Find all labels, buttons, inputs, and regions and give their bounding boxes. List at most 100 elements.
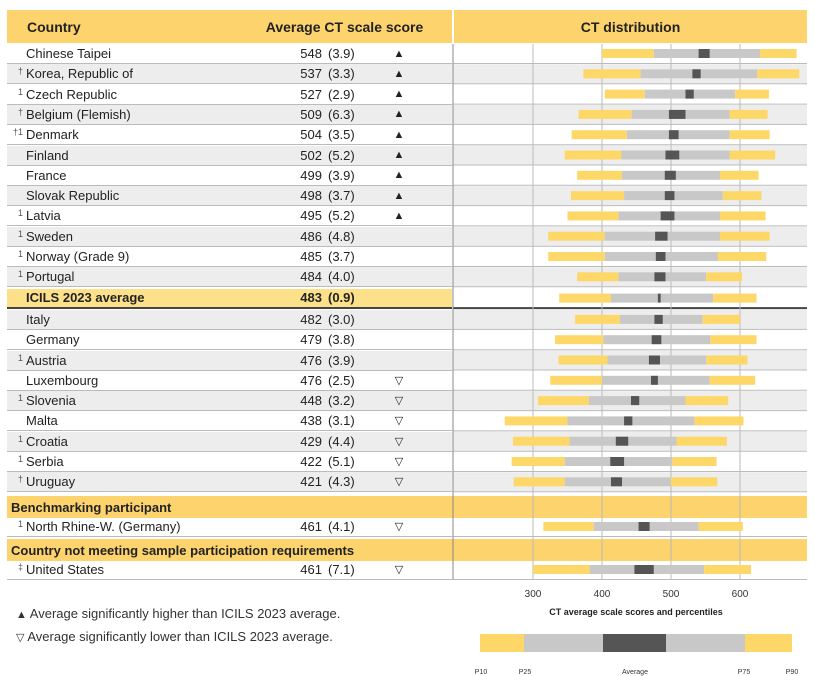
footnote-marker: 1 — [17, 249, 23, 259]
bar-p75-p90 — [757, 69, 800, 79]
country-name: Belgium (Flemish) — [26, 106, 131, 122]
bar-p75-p90 — [760, 49, 797, 58]
bar-confidence-interval — [638, 522, 650, 531]
table-row: 1 Latvia 495 (5.2) ▲ — [7, 206, 452, 227]
bar-p25-p75 — [610, 293, 714, 303]
legend-average — [603, 634, 666, 652]
bar-confidence-interval — [654, 314, 663, 324]
average-score: 479 — [300, 332, 322, 348]
bar-p10-p25 — [602, 49, 654, 58]
bar-p75-p90 — [709, 375, 756, 385]
average-score: 498 — [300, 188, 322, 204]
average-score: 509 — [300, 106, 322, 122]
percentile-legend-label: P90 — [786, 669, 799, 676]
down-triangle-icon: ▽ — [16, 632, 25, 644]
standard-error: (7.1) — [328, 562, 355, 577]
bar-p10-p25 — [511, 457, 565, 466]
country-name: United States — [26, 562, 105, 577]
standard-error: (3.8) — [328, 332, 355, 348]
bar-p75-p90 — [702, 314, 740, 324]
sig-higher-icon: ▲ — [393, 108, 405, 121]
standard-error: (4.1) — [328, 519, 355, 534]
standard-error: (4.4) — [328, 433, 355, 449]
country-name: Denmark — [26, 127, 79, 143]
table-row: 1 North Rhine-W. (Germany) 461 (4.1) ▽ — [7, 517, 452, 537]
country-name: Norway (Grade 9) — [26, 249, 130, 264]
average-score: 482 — [300, 311, 322, 327]
country-name: Chinese Taipei — [26, 46, 112, 61]
bar-confidence-interval — [610, 457, 625, 466]
table-row: 1 Serbia 422 (5.1) ▽ — [7, 452, 452, 472]
country-name: Austria — [26, 352, 67, 368]
country-name: North Rhine-W. (Germany) — [26, 519, 181, 534]
sig-lower-icon: ▽ — [394, 374, 404, 387]
average-score: 429 — [300, 433, 322, 449]
bar-p10-p25 — [512, 436, 570, 446]
bar-confidence-interval — [624, 416, 633, 426]
bar-p10-p25 — [564, 150, 622, 160]
table-row: Malta 438 (3.1) ▽ — [7, 411, 452, 432]
bar-p75-p90 — [729, 130, 770, 140]
table-header-distribution: CT distribution — [454, 10, 807, 43]
bar-confidence-interval — [665, 150, 680, 160]
bar-confidence-interval — [615, 436, 629, 446]
sig-lower-icon: ▽ — [394, 415, 404, 428]
bar-p10-p25 — [504, 416, 568, 426]
bar-p10-p25 — [558, 355, 608, 365]
bar-p75-p90 — [685, 396, 729, 406]
country-name: Sweden — [26, 228, 73, 244]
table-row: 1 Sweden 486 (4.8) — [7, 226, 452, 247]
standard-error: (3.9) — [328, 167, 355, 183]
table-row: 1 Slovenia 448 (3.2) ▽ — [7, 391, 452, 412]
bar-confidence-interval — [668, 130, 679, 140]
footnote-marker: †1 — [12, 127, 23, 138]
bar-p10-p25 — [577, 272, 619, 282]
footnote-marker: 1 — [17, 352, 23, 363]
x-tick-label: 600 — [732, 589, 749, 600]
country-name: Italy — [26, 311, 50, 327]
table-row: † Korea, Republic of 537 (3.3) ▲ — [7, 64, 452, 85]
country-name: Portugal — [26, 269, 75, 285]
bar-p75-p90 — [735, 89, 769, 99]
average-score: 461 — [300, 562, 322, 577]
country-name: Czech Republic — [26, 86, 118, 102]
sig-higher-icon: ▲ — [393, 47, 405, 60]
percentile-legend-label: P10 — [475, 669, 488, 676]
average-score: 486 — [300, 228, 322, 244]
benchmark-section-header: Benchmarking participant — [7, 496, 807, 518]
bar-p10-p25 — [559, 293, 611, 303]
bar-p10-p25 — [548, 252, 605, 261]
bar-p10-p25 — [533, 565, 590, 574]
sig-lower-icon: ▽ — [394, 435, 404, 448]
bar-p75-p90 — [722, 191, 762, 201]
average-score: 438 — [300, 413, 322, 429]
bar-p10-p25 — [537, 396, 589, 406]
sig-higher-icon: ▲ — [393, 149, 405, 161]
bar-confidence-interval — [651, 335, 662, 345]
footnote-marker: 1 — [17, 86, 23, 97]
footnote-marker: 1 — [17, 393, 23, 404]
country-name: Uruguay — [26, 474, 76, 490]
bar-p75-p90 — [719, 170, 759, 180]
table-row: Slovak Republic 498 (3.7) ▲ — [7, 186, 452, 207]
standard-error: (5.2) — [328, 208, 355, 224]
bar-confidence-interval — [630, 396, 640, 406]
table-row: Germany 479 (3.8) — [7, 330, 452, 351]
bar-p10-p25 — [578, 109, 632, 119]
standard-error: (3.7) — [328, 188, 355, 204]
table-row: † Uruguay 421 (4.3) ▽ — [7, 472, 452, 493]
table-row: Finland 502 (5.2) ▲ — [7, 145, 452, 166]
footnote-marker: † — [17, 106, 23, 117]
bar-confidence-interval — [655, 252, 666, 261]
table-row: † Belgium (Flemish) 509 (6.3) ▲ — [7, 104, 452, 125]
average-score: 537 — [300, 66, 322, 82]
country-name: Korea, Republic of — [26, 66, 133, 82]
bar-confidence-interval — [650, 375, 658, 385]
benchmark-section-title: Benchmarking participant — [11, 499, 172, 515]
bar-p75-p90 — [719, 211, 766, 221]
average-row: ICILS 2023 average 483 (0.9) — [7, 288, 452, 309]
footnote-marker: 1 — [17, 208, 23, 219]
percentile-legend-label: Average — [622, 669, 648, 676]
bar-p75-p90 — [672, 457, 717, 466]
table-row: 1 Norway (Grade 9) 485 (3.7) — [7, 247, 452, 267]
